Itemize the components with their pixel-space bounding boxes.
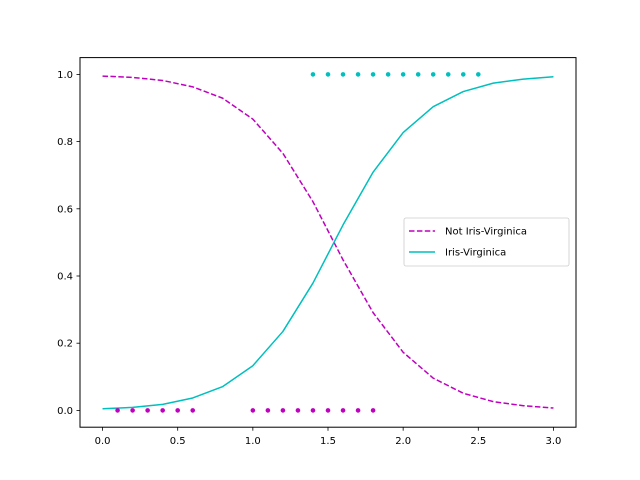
- data-point-2-10: [310, 408, 316, 413]
- data-point-2-4: [175, 408, 180, 413]
- data-point-2-5: [190, 408, 196, 413]
- data-point-2-8: [280, 408, 286, 413]
- x-tick-label: 3.0: [546, 436, 562, 447]
- x-tick-label: 1.0: [245, 436, 261, 447]
- data-point-3-3: [355, 72, 361, 77]
- data-point-2-11: [325, 408, 331, 413]
- legend-box: [403, 217, 570, 267]
- legend: Not Iris-Virginica Iris-Virginica: [403, 217, 570, 267]
- data-point-3-11: [476, 72, 481, 77]
- data-point-3-10: [460, 72, 466, 77]
- data-point-3-7: [415, 72, 421, 77]
- data-point-3-6: [400, 72, 406, 77]
- y-tick-label: 0.8: [57, 137, 73, 148]
- legend-label: Not Iris-Virginica: [445, 227, 527, 238]
- y-tick-label: 0.4: [57, 272, 73, 283]
- x-tick-label: 2.0: [395, 436, 411, 447]
- x-tick-label: 2.5: [470, 436, 486, 447]
- data-point-3-4: [370, 72, 376, 77]
- series-line-1: [102, 76, 554, 410]
- y-tick-label: 0.2: [57, 339, 73, 350]
- data-point-2-1: [130, 408, 135, 413]
- data-point-3-2: [340, 72, 346, 77]
- data-point-2-6: [250, 408, 256, 413]
- data-point-3-1: [325, 72, 331, 77]
- y-tick-label: 0.0: [57, 406, 73, 417]
- data-point-2-12: [340, 408, 346, 413]
- x-tick-label: 1.5: [320, 436, 336, 447]
- data-point-3-8: [430, 72, 436, 77]
- data-point-2-2: [145, 408, 150, 413]
- series-layer: [102, 72, 554, 413]
- data-point-2-9: [295, 408, 301, 413]
- x-tick-label: 0.0: [95, 436, 111, 447]
- y-tick-label: 0.6: [57, 204, 73, 215]
- x-axis: 0.0 0.5 1.0 1.5 2.0 2.5 3.0: [95, 427, 562, 447]
- data-point-3-9: [445, 72, 451, 77]
- data-point-2-13: [355, 408, 361, 413]
- y-tick-label: 1.0: [57, 70, 73, 81]
- data-point-2-14: [370, 408, 376, 413]
- data-point-2-3: [160, 408, 165, 413]
- data-point-3-0: [310, 72, 316, 77]
- series-line-0: [102, 75, 554, 409]
- legend-label: Iris-Virginica: [445, 248, 506, 259]
- x-tick-label: 0.5: [170, 436, 186, 447]
- data-point-2-7: [265, 408, 271, 413]
- y-axis: 0.0 0.2 0.4 0.6 0.8 1.0: [57, 70, 80, 417]
- data-point-2-0: [115, 408, 120, 413]
- data-point-3-5: [385, 72, 391, 77]
